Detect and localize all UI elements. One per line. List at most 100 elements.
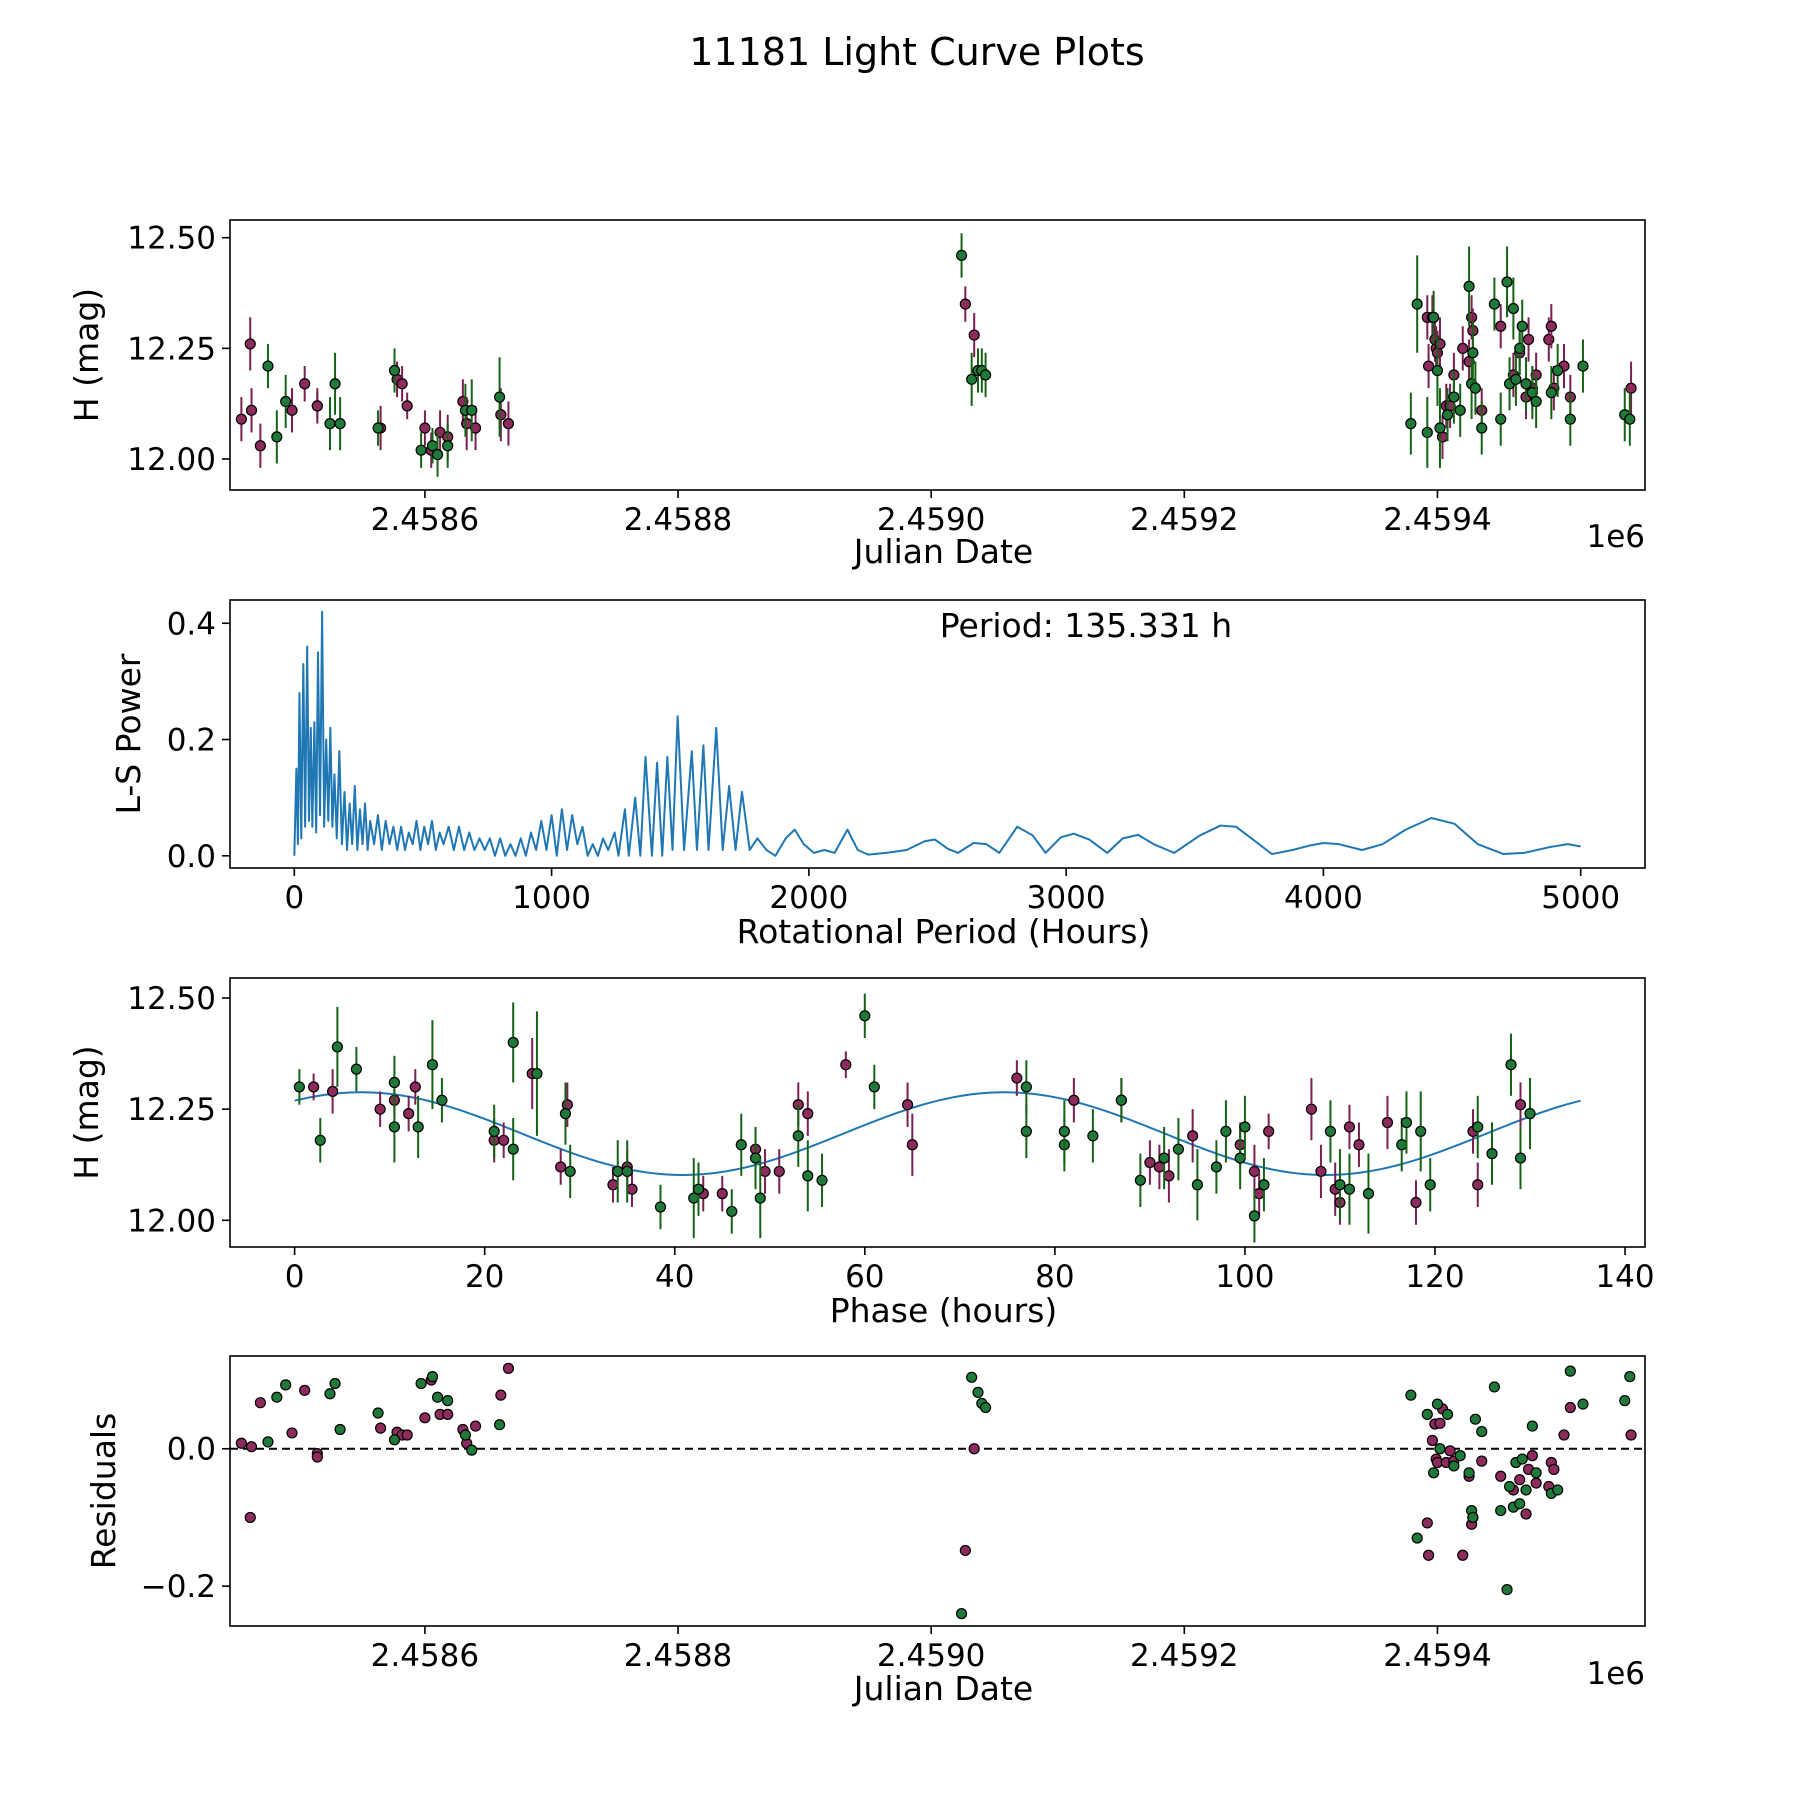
data-point-green — [1400, 1116, 1413, 1129]
data-point-green — [1501, 276, 1513, 288]
data-point-magenta — [1263, 1125, 1275, 1137]
data-point-green — [314, 1134, 326, 1146]
data-point-magenta — [1444, 1445, 1456, 1457]
data-point-magenta — [1011, 1072, 1023, 1084]
data-point-magenta — [959, 298, 971, 310]
data-point-green — [868, 1081, 880, 1093]
data-point-green — [507, 1036, 519, 1049]
data-point-green — [1469, 382, 1482, 394]
data-point-magenta — [502, 1362, 515, 1374]
data-point-magenta — [1315, 1165, 1327, 1178]
data-point-magenta — [375, 1422, 387, 1434]
y-tick-label: 12.50 — [127, 221, 216, 257]
periodogram-panel: 0 1000 2000 3000 4000 5000 0.0 0.2 0.4 Rotational… — [109, 599, 1646, 951]
x-tick-label: 40 — [655, 1259, 694, 1295]
plot-data-area — [230, 1362, 1645, 1620]
data-point-magenta — [1530, 1477, 1542, 1489]
data-point-magenta — [495, 409, 507, 421]
data-point-green — [1191, 1179, 1204, 1191]
data-point-green — [1334, 1179, 1346, 1191]
data-point-green — [559, 1108, 572, 1120]
data-point-green — [1624, 413, 1636, 425]
data-point-magenta — [308, 1081, 320, 1093]
data-point-green — [1488, 1381, 1500, 1393]
data-point-magenta — [607, 1179, 619, 1191]
data-point-green — [612, 1165, 624, 1178]
data-point-magenta — [1545, 320, 1557, 332]
data-point-green — [415, 444, 427, 456]
axes-frame — [229, 977, 1646, 1248]
data-point-green — [1428, 311, 1440, 323]
x-tick-label: 2.4594 — [1383, 1638, 1491, 1674]
data-point-magenta — [254, 440, 266, 452]
data-point-magenta — [1558, 1429, 1570, 1441]
data-point-green — [1488, 298, 1500, 310]
data-point-green — [1495, 413, 1507, 425]
data-point-magenta — [1457, 1549, 1469, 1561]
data-point-green — [1510, 373, 1522, 385]
data-point-magenta — [716, 1188, 728, 1200]
data-point-green — [1220, 1125, 1232, 1137]
data-point-magenta — [235, 413, 247, 425]
data-point-green — [1421, 426, 1433, 439]
data-point-green — [802, 1170, 814, 1182]
y-tick-label: 12.25 — [127, 1092, 216, 1128]
data-point-green — [1431, 1398, 1444, 1410]
data-point-green — [334, 418, 346, 430]
x-tick-label: 2.4592 — [1130, 502, 1238, 538]
data-point-green — [1577, 1398, 1589, 1410]
x-tick-label: 60 — [845, 1259, 884, 1295]
data-point-magenta — [502, 418, 515, 430]
data-point-green — [1324, 1125, 1337, 1137]
data-point-magenta — [561, 1099, 573, 1111]
data-point-magenta — [1144, 1156, 1156, 1169]
data-point-green — [1454, 1450, 1466, 1462]
x-tick-label: 2000 — [769, 880, 848, 916]
data-point-green — [334, 1423, 346, 1436]
data-point-green — [412, 1121, 424, 1133]
data-point-magenta — [1187, 1130, 1199, 1142]
data-point-magenta — [1422, 360, 1435, 372]
data-point-magenta — [311, 400, 323, 412]
data-point-green — [979, 1401, 992, 1414]
x-tick-label: 2.4586 — [371, 502, 479, 538]
data-point-green — [280, 1379, 292, 1391]
data-point-magenta — [442, 1408, 454, 1420]
data-point-green — [1463, 280, 1475, 292]
data-point-magenta — [759, 1165, 771, 1178]
data-point-magenta — [1353, 1139, 1365, 1151]
data-point-green — [426, 1371, 439, 1383]
data-point-green — [1020, 1125, 1032, 1137]
periodogram-line — [293, 610, 1581, 857]
data-point-magenta — [327, 1085, 339, 1097]
data-point-green — [1476, 1425, 1488, 1438]
data-point-magenta — [401, 1429, 413, 1441]
data-point-magenta — [245, 404, 258, 416]
data-point-magenta — [244, 338, 256, 350]
data-point-green — [564, 1165, 576, 1178]
data-point-green — [324, 418, 336, 430]
data-point-green — [1434, 1443, 1446, 1455]
axes-frame — [229, 219, 1646, 491]
data-point-green — [1248, 1210, 1261, 1222]
data-point-magenta — [401, 400, 413, 412]
data-point-magenta — [1625, 382, 1637, 394]
data-point-magenta — [1514, 1474, 1526, 1486]
y-axis-label: H (mag) — [67, 1045, 106, 1179]
data-point-magenta — [968, 329, 980, 341]
data-point-green — [493, 391, 506, 403]
data-point-green — [372, 1407, 384, 1419]
data-point-green — [442, 1395, 454, 1407]
data-point-magenta — [244, 1511, 256, 1524]
data-point-green — [431, 1391, 444, 1403]
data-point-green — [1467, 1511, 1479, 1524]
data-point-magenta — [286, 1427, 298, 1439]
data-point-magenta — [906, 1139, 918, 1151]
light-curve-panel: 2.4586 2.4588 2.4590 2.4592 2.4594 12.00 12.25… — [67, 219, 1646, 571]
data-point-green — [1210, 1161, 1223, 1173]
data-point-green — [1424, 1179, 1436, 1191]
phase-fold-panel: 0 20 40 60 80 100 120 140 12.00 12.25 12.50 Phase (… — [67, 977, 1655, 1330]
data-point-magenta — [245, 1441, 258, 1453]
data-point-green — [1431, 364, 1444, 377]
data-point-green — [1545, 387, 1557, 399]
